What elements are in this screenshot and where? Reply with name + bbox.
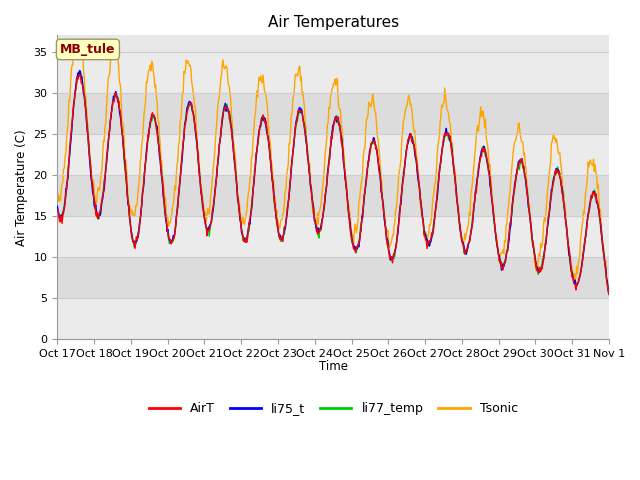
Legend: AirT, li75_t, li77_temp, Tsonic: AirT, li75_t, li77_temp, Tsonic — [143, 397, 523, 420]
Y-axis label: Air Temperature (C): Air Temperature (C) — [15, 129, 28, 246]
Bar — [58, 298, 609, 339]
Title: Air Temperatures: Air Temperatures — [268, 15, 399, 30]
Bar — [58, 257, 609, 298]
Bar — [58, 52, 609, 93]
X-axis label: Time: Time — [319, 360, 348, 373]
Bar — [58, 134, 609, 175]
Bar — [58, 93, 609, 134]
Text: MB_tule: MB_tule — [60, 43, 116, 56]
Bar — [58, 216, 609, 257]
Bar — [58, 175, 609, 216]
